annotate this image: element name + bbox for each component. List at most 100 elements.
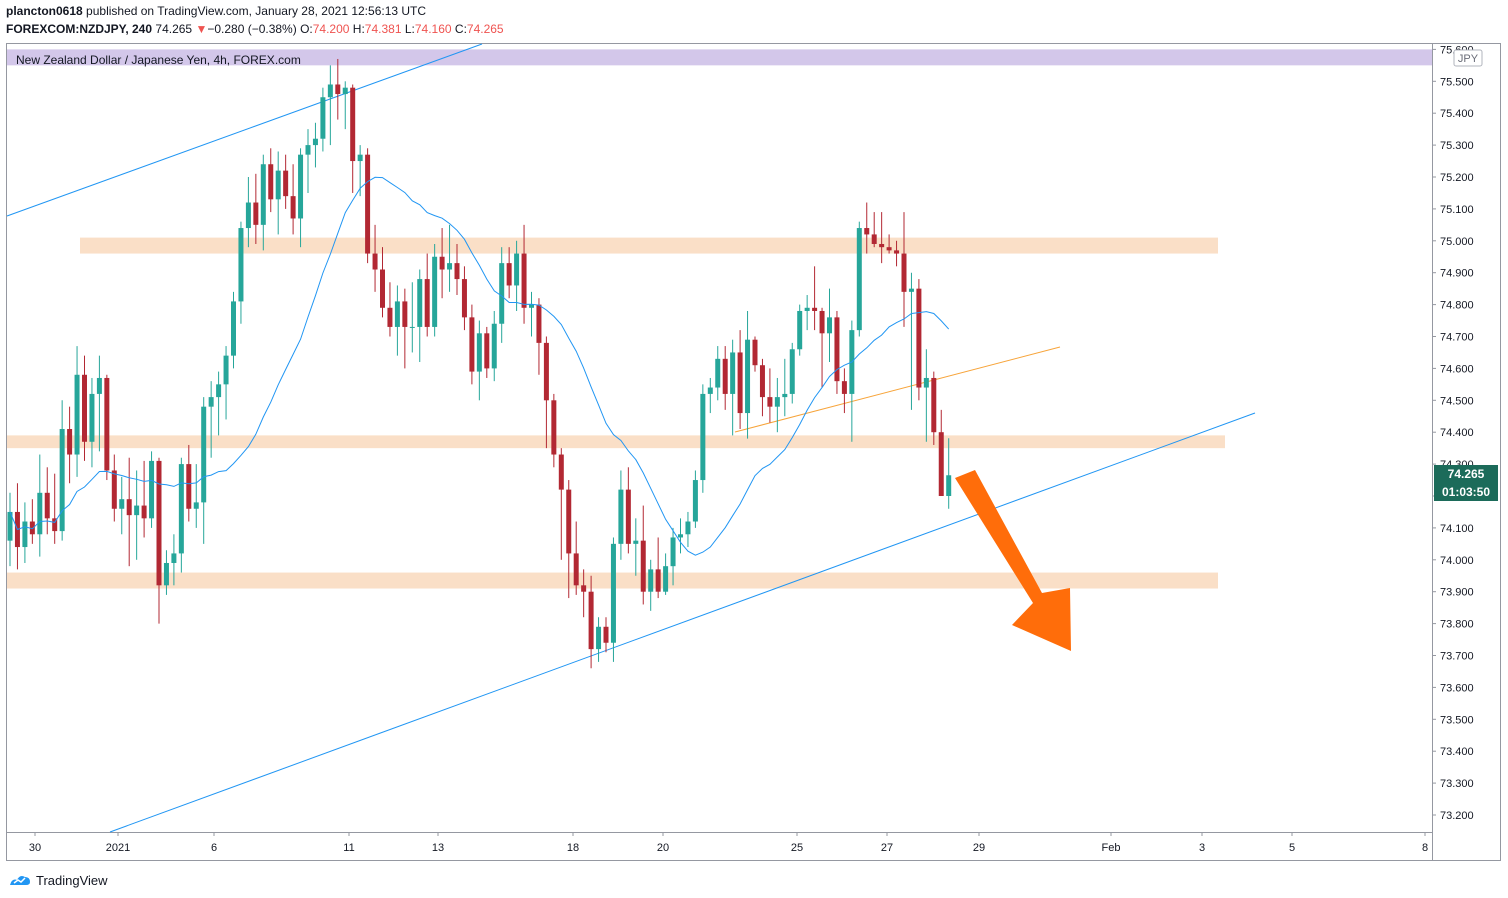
candle [767, 368, 773, 423]
candle-body [380, 269, 385, 308]
price-tick-label: 73.500 [1440, 714, 1474, 726]
candle [536, 298, 542, 375]
candle [335, 58, 341, 120]
candle-body [923, 377, 929, 388]
candle [782, 358, 788, 417]
candle-body [856, 228, 862, 331]
candle-body [350, 87, 356, 162]
candle-body [439, 256, 445, 270]
candle [96, 355, 102, 452]
candle-body [864, 228, 870, 235]
candle [439, 228, 445, 299]
time-tick-label: 30 [29, 842, 41, 854]
candle-body [782, 393, 788, 398]
candle-body [908, 288, 914, 292]
candle-body [506, 263, 512, 286]
candle-body [871, 234, 877, 244]
candle [29, 499, 35, 544]
price-tick-label: 73.900 [1440, 587, 1474, 599]
footer-brand[interactable]: TradingView [36, 872, 108, 888]
candle [67, 406, 73, 484]
candle [663, 553, 669, 595]
candle-body [797, 310, 803, 350]
candle-body [834, 317, 840, 382]
candle-body [678, 534, 683, 538]
candle [834, 310, 840, 394]
candle [283, 154, 289, 209]
price-tick-label: 73.400 [1440, 746, 1474, 758]
candle [380, 247, 385, 318]
candle-body [260, 164, 266, 225]
candle [52, 473, 58, 544]
candle [126, 457, 132, 567]
candle [804, 295, 810, 331]
candle-body [387, 307, 393, 327]
candle-body [29, 521, 35, 535]
last-price-label: 74.265 01:03:50 [1434, 465, 1498, 501]
candle [603, 617, 609, 653]
candle [156, 457, 162, 624]
price-tick-label: 74.000 [1440, 555, 1474, 567]
candle-body [640, 540, 646, 592]
candle-body [372, 253, 378, 270]
candle [454, 243, 460, 296]
candle-body [841, 381, 847, 394]
candle [588, 575, 594, 669]
candle [82, 355, 87, 461]
candle-body [186, 464, 192, 509]
candle-body [894, 250, 900, 254]
time-tick-label: 27 [881, 842, 893, 854]
author-name[interactable]: plancton0618 [6, 4, 83, 18]
candle [908, 272, 914, 410]
time-tick-label: Feb [1102, 842, 1121, 854]
published-text: published on TradingView.com, January 28… [86, 4, 427, 18]
candle-body [119, 499, 125, 509]
candle [201, 397, 207, 544]
currency-badge[interactable]: JPY [1453, 49, 1483, 67]
candle [506, 247, 512, 299]
candle [141, 460, 147, 538]
candle-body [216, 384, 222, 398]
candle-body [581, 585, 587, 592]
candle [417, 269, 423, 363]
candle-body [610, 543, 616, 643]
time-tick-label: 20 [657, 842, 669, 854]
zone-layer [7, 49, 1432, 589]
candle [640, 505, 646, 605]
candle [879, 212, 885, 264]
candle-body [707, 387, 713, 394]
low-value: 74.160 [414, 22, 452, 36]
candle-body [342, 87, 348, 95]
candle-body [521, 253, 527, 308]
candle-body [327, 84, 333, 98]
candle [171, 534, 177, 586]
candle-body [722, 358, 728, 394]
candle [886, 234, 892, 254]
candle-body [484, 333, 490, 369]
candle [372, 224, 378, 292]
candle [827, 288, 832, 363]
candles-layer [7, 58, 952, 669]
candle-body [588, 591, 594, 650]
high-value: 74.381 [364, 22, 402, 36]
candle [365, 148, 371, 264]
candle-body [298, 154, 304, 219]
tradingview-logo-icon[interactable] [8, 872, 32, 888]
candle [521, 224, 527, 324]
candle-body [767, 397, 773, 407]
candle [797, 304, 803, 356]
candle-body [499, 263, 505, 324]
candle [499, 247, 505, 343]
time-tick-label: 11 [343, 842, 354, 854]
symbol-legend: FOREXCOM:NZDJPY, 240 74.265 ▼−0.280 (−0.… [6, 22, 504, 36]
close-value: 74.265 [466, 22, 504, 36]
channel-upper-line [6, 43, 483, 217]
candle [245, 177, 251, 248]
candle [149, 451, 155, 528]
candle [59, 400, 65, 541]
candle-body [141, 505, 147, 519]
candle-body [648, 569, 654, 592]
candle [774, 377, 780, 433]
time-tick-label: 6 [211, 842, 217, 854]
